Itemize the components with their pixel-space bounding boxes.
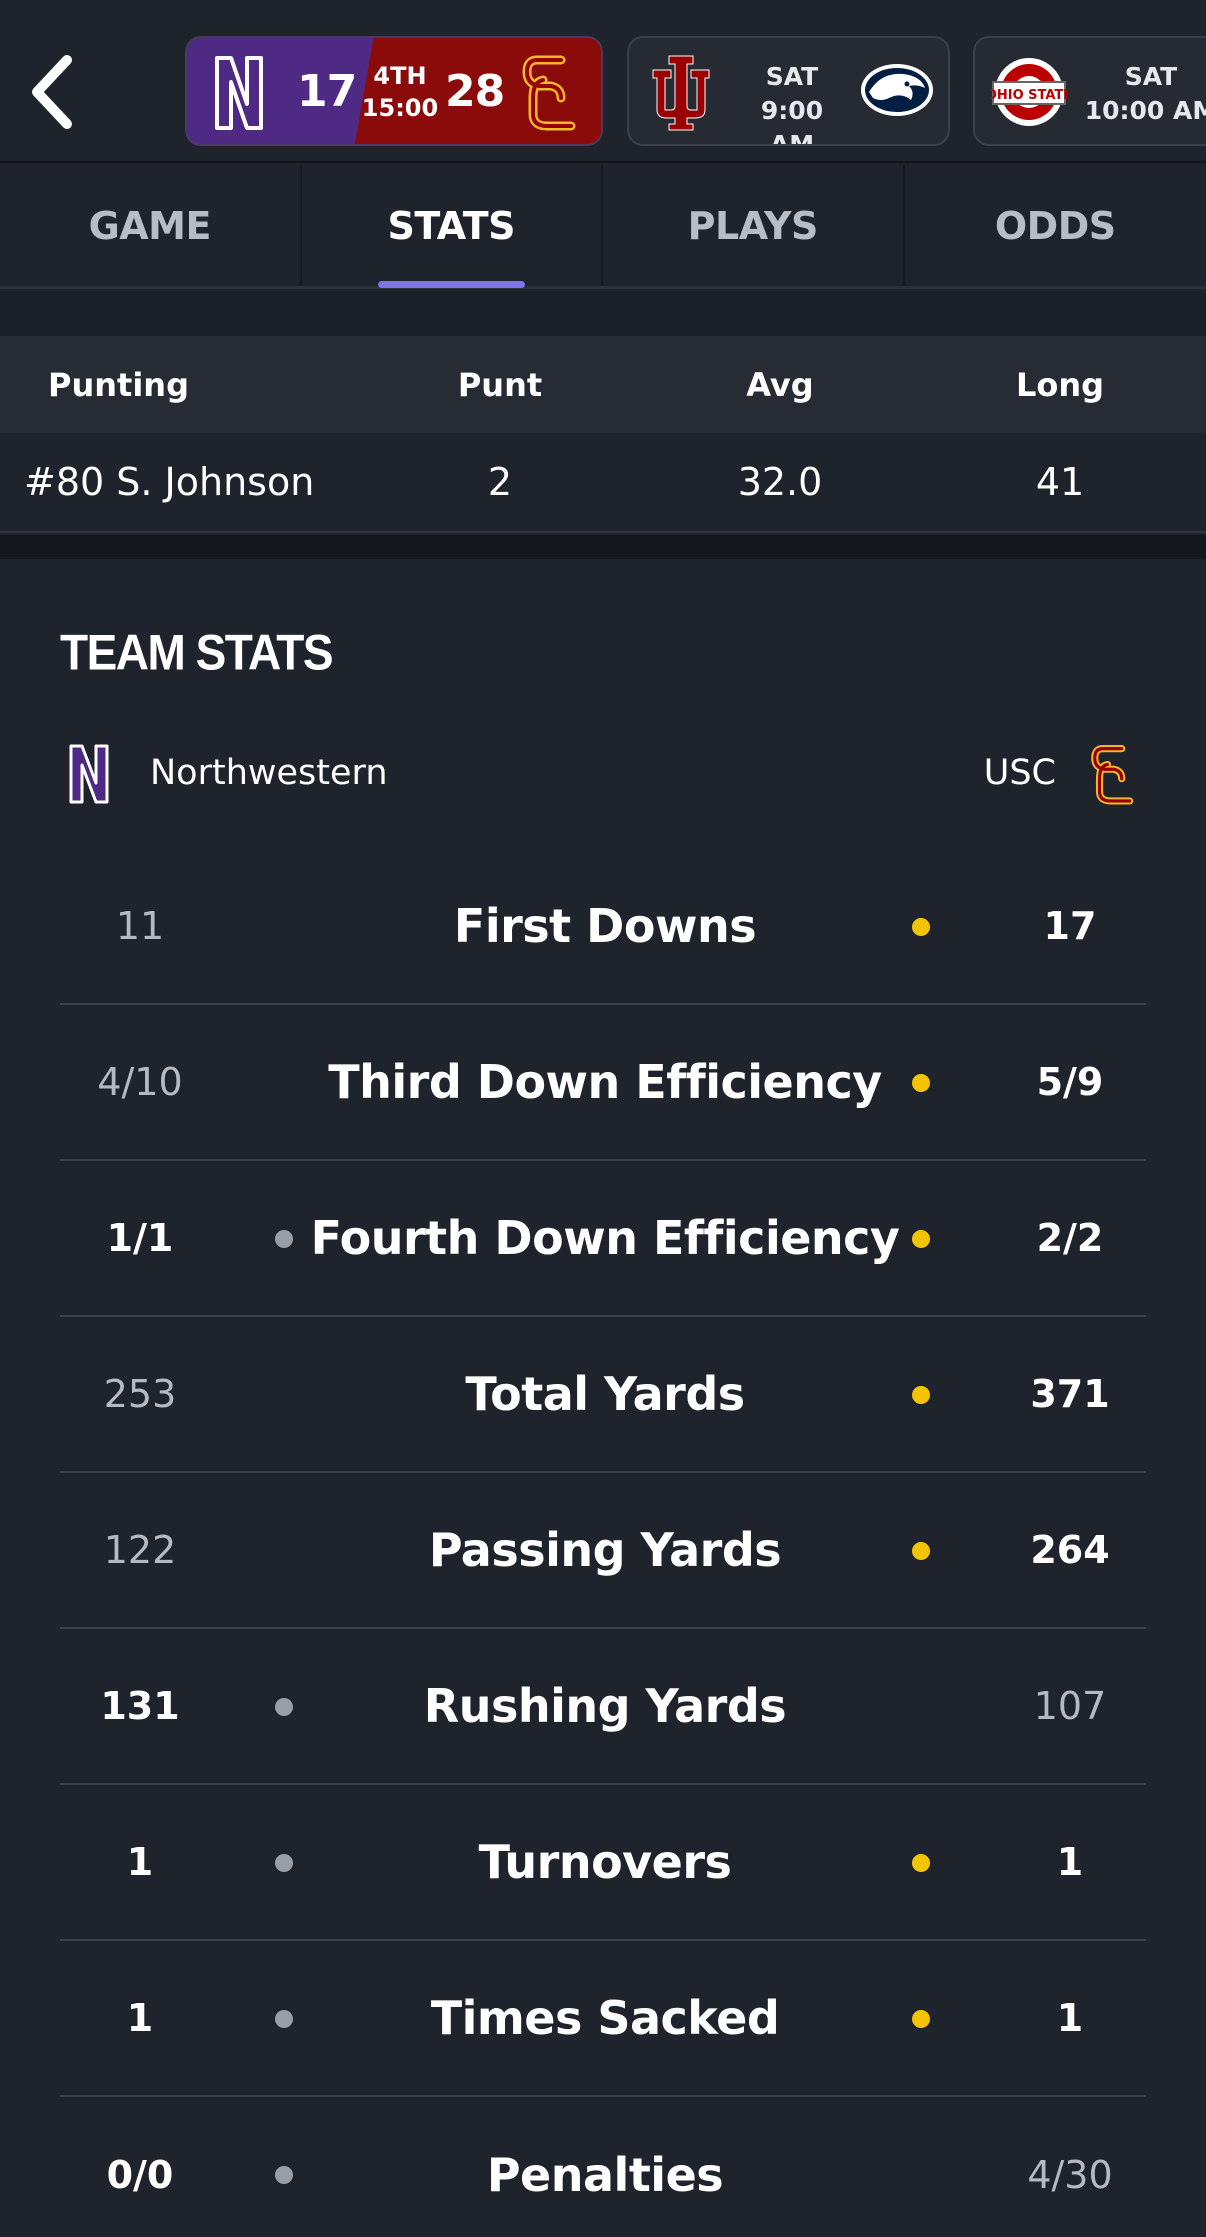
player-name[interactable]: #80 S. Johnson [24, 433, 404, 531]
home-score: 28 [445, 66, 504, 117]
usc-logo-icon [521, 52, 579, 132]
home-stat-value: 371 [990, 1317, 1150, 1471]
stat-row: 0/0 Penalties 4/30 [60, 2097, 1146, 2237]
home-leader-indicator [912, 1386, 930, 1404]
stat-row: 131 Rushing Yards 107 [60, 1629, 1146, 1785]
section-divider [0, 535, 1206, 559]
away-team-name: Northwestern [150, 753, 388, 793]
home-stat-value: 2/2 [990, 1161, 1150, 1315]
away-stat-value: 131 [60, 1629, 220, 1783]
home-stat-value: 17 [990, 849, 1150, 1003]
game-day: SAT [737, 60, 847, 94]
stat-row: 1 Turnovers 1 [60, 1785, 1146, 1941]
game-period: 4TH 15:00 [357, 60, 443, 124]
home-stat-value: 1 [990, 1785, 1150, 1939]
northwestern-logo-icon [68, 743, 110, 805]
home-leader-indicator [912, 1854, 930, 1872]
tab-stats[interactable]: STATS [302, 165, 604, 286]
stat-row: 122 Passing Yards 264 [60, 1473, 1146, 1629]
away-stat-value: 1 [60, 1941, 220, 2095]
game-day: SAT [1081, 60, 1206, 94]
home-team-name: USC [960, 753, 1056, 793]
away-stat-value: 11 [60, 849, 220, 1003]
home-stat-value: 4/30 [990, 2097, 1150, 2237]
svg-text:OHIO STATE: OHIO STATE [991, 88, 1067, 103]
period-label: 4TH [357, 60, 443, 92]
tab-odds[interactable]: ODDS [905, 165, 1206, 286]
section-title: TEAM STATS [60, 623, 332, 681]
stat-row: 1 Times Sacked 1 [60, 1941, 1146, 2097]
home-leader-indicator [912, 2010, 930, 2028]
stat-label: Passing Yards [220, 1473, 990, 1627]
game-time: 9:00 AM [737, 94, 847, 146]
tab-bar: GAME STATS PLAYS ODDS [0, 165, 1206, 289]
column-header: Punting [48, 336, 428, 433]
game-clock: 15:00 [357, 92, 443, 124]
stat-label: Turnovers [220, 1785, 990, 1939]
upcoming-game-card[interactable]: SAT 9:00 AM [627, 36, 950, 146]
column-header: Long [980, 336, 1140, 433]
home-stat-value: 264 [990, 1473, 1150, 1627]
stat-label: First Downs [220, 849, 990, 1003]
scoreboard-strip: 17 4TH 15:00 28 SAT 9:00 AM [0, 0, 1206, 163]
ohio-state-logo-icon: OHIO STATE [991, 52, 1067, 132]
indiana-logo-icon [651, 52, 711, 132]
punt-long: 41 [980, 433, 1140, 531]
home-leader-indicator [912, 1074, 930, 1092]
away-stat-value: 1 [60, 1785, 220, 1939]
table-row: #80 S. Johnson 2 32.0 41 [0, 433, 1206, 533]
column-header: Punt [420, 336, 580, 433]
stat-label: Total Yards [220, 1317, 990, 1471]
away-stat-value: 122 [60, 1473, 220, 1627]
punting-table-header: Punting Punt Avg Long [0, 336, 1206, 433]
team-stats-list: 11 First Downs 17 4/10 Third Down Effici… [60, 849, 1146, 2237]
stat-row: 11 First Downs 17 [60, 849, 1146, 1005]
punt-average: 32.0 [700, 433, 860, 531]
home-stat-value: 107 [990, 1629, 1150, 1783]
stat-row: 4/10 Third Down Efficiency 5/9 [60, 1005, 1146, 1161]
game-time: 10:00 AM [1081, 94, 1206, 128]
game-schedule: SAT 9:00 AM [737, 60, 847, 146]
away-stat-value: 253 [60, 1317, 220, 1471]
away-stat-value: 0/0 [60, 2097, 220, 2237]
away-score: 17 [297, 66, 356, 117]
upcoming-game-card[interactable]: OHIO STATE SAT 10:00 AM [973, 36, 1206, 146]
stat-label: Times Sacked [220, 1941, 990, 2095]
stat-label: Penalties [220, 2097, 990, 2237]
section-divider [0, 292, 1206, 336]
home-leader-indicator [912, 1230, 930, 1248]
tab-game[interactable]: GAME [0, 165, 302, 286]
game-schedule: SAT 10:00 AM [1081, 60, 1206, 128]
home-leader-indicator [912, 1542, 930, 1560]
stat-label: Rushing Yards [220, 1629, 990, 1783]
away-stat-value: 1/1 [60, 1161, 220, 1315]
team-stats-section: TEAM STATS Northwestern USC 11 First Dow… [0, 559, 1206, 2237]
home-leader-indicator [912, 918, 930, 936]
punt-count: 2 [420, 433, 580, 531]
back-button[interactable] [18, 44, 88, 140]
tab-plays[interactable]: PLAYS [603, 165, 905, 286]
live-game-card[interactable]: 17 4TH 15:00 28 [185, 36, 603, 146]
home-stat-value: 1 [990, 1941, 1150, 2095]
northwestern-logo-icon [213, 54, 265, 132]
penn-state-logo-icon [859, 62, 935, 118]
stat-label: Fourth Down Efficiency [220, 1161, 990, 1315]
home-stat-value: 5/9 [990, 1005, 1150, 1159]
column-header: Avg [700, 336, 860, 433]
chevron-left-icon [29, 54, 77, 130]
away-stat-value: 4/10 [60, 1005, 220, 1159]
stat-label: Third Down Efficiency [220, 1005, 990, 1159]
stat-row: 253 Total Yards 371 [60, 1317, 1146, 1473]
usc-logo-icon [1090, 741, 1136, 807]
stat-row: 1/1 Fourth Down Efficiency 2/2 [60, 1161, 1146, 1317]
